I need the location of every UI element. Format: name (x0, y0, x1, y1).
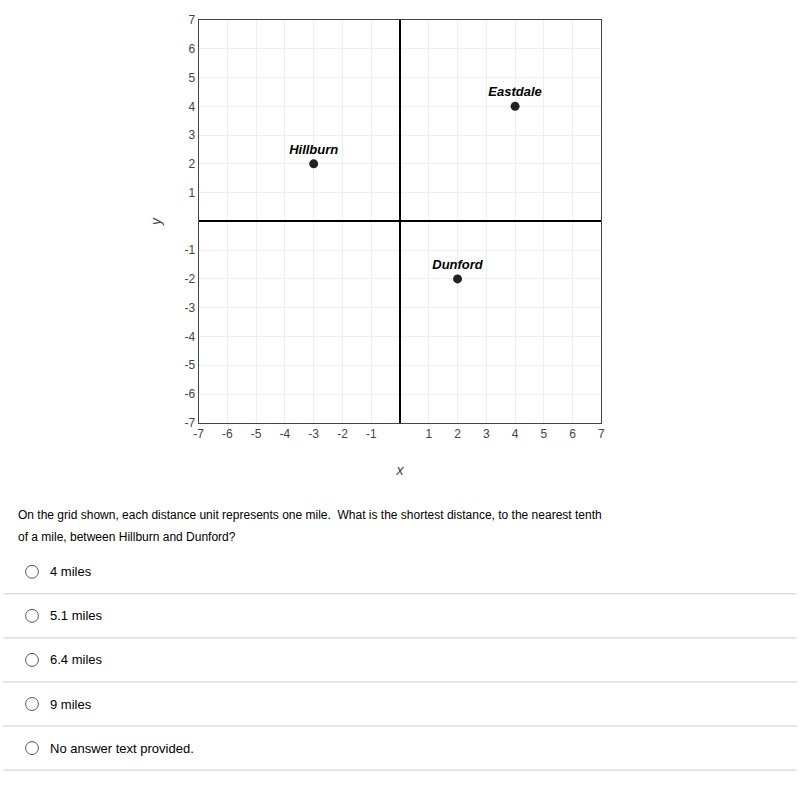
svg-text:-1: -1 (366, 427, 377, 441)
svg-text:-5: -5 (185, 358, 196, 372)
svg-text:1: 1 (425, 427, 432, 441)
svg-text:-4: -4 (185, 330, 196, 344)
svg-text:of a mile, between Hillburn an: of a mile, between Hillburn and Dunford? (18, 530, 236, 544)
svg-text:-6: -6 (222, 427, 233, 441)
svg-text:6.4 miles: 6.4 miles (50, 652, 103, 667)
svg-text:-4: -4 (280, 427, 291, 441)
svg-text:-5: -5 (251, 427, 262, 441)
svg-text:2: 2 (189, 157, 196, 171)
svg-text:5.1 miles: 5.1 miles (50, 608, 103, 623)
svg-text:7: 7 (598, 427, 605, 441)
svg-text:On the grid shown, each distan: On the grid shown, each distance unit re… (18, 508, 602, 522)
svg-text:1: 1 (189, 186, 196, 200)
svg-text:y: y (148, 217, 164, 226)
svg-text:4: 4 (189, 100, 196, 114)
svg-text:-1: -1 (185, 243, 196, 257)
svg-text:4 miles: 4 miles (50, 564, 92, 579)
svg-text:Dunford: Dunford (432, 257, 484, 272)
svg-text:Eastdale: Eastdale (488, 84, 541, 99)
svg-text:-6: -6 (185, 387, 196, 401)
svg-text:-7: -7 (193, 427, 204, 441)
svg-text:No answer text provided.: No answer text provided. (50, 741, 194, 756)
svg-text:5: 5 (189, 71, 196, 85)
svg-text:-7: -7 (185, 416, 196, 430)
svg-text:-2: -2 (185, 272, 196, 286)
svg-text:9 miles: 9 miles (50, 697, 92, 712)
svg-text:2: 2 (454, 427, 461, 441)
svg-text:3: 3 (483, 427, 490, 441)
svg-text:-2: -2 (337, 427, 348, 441)
svg-text:-3: -3 (308, 427, 319, 441)
svg-text:7: 7 (189, 13, 196, 27)
svg-text:6: 6 (189, 42, 196, 56)
svg-text:-3: -3 (185, 301, 196, 315)
svg-text:6: 6 (569, 427, 576, 441)
svg-text:3: 3 (189, 128, 196, 142)
svg-text:x: x (396, 462, 405, 478)
svg-text:Hillburn: Hillburn (289, 142, 338, 157)
svg-text:4: 4 (512, 427, 519, 441)
svg-text:5: 5 (541, 427, 548, 441)
